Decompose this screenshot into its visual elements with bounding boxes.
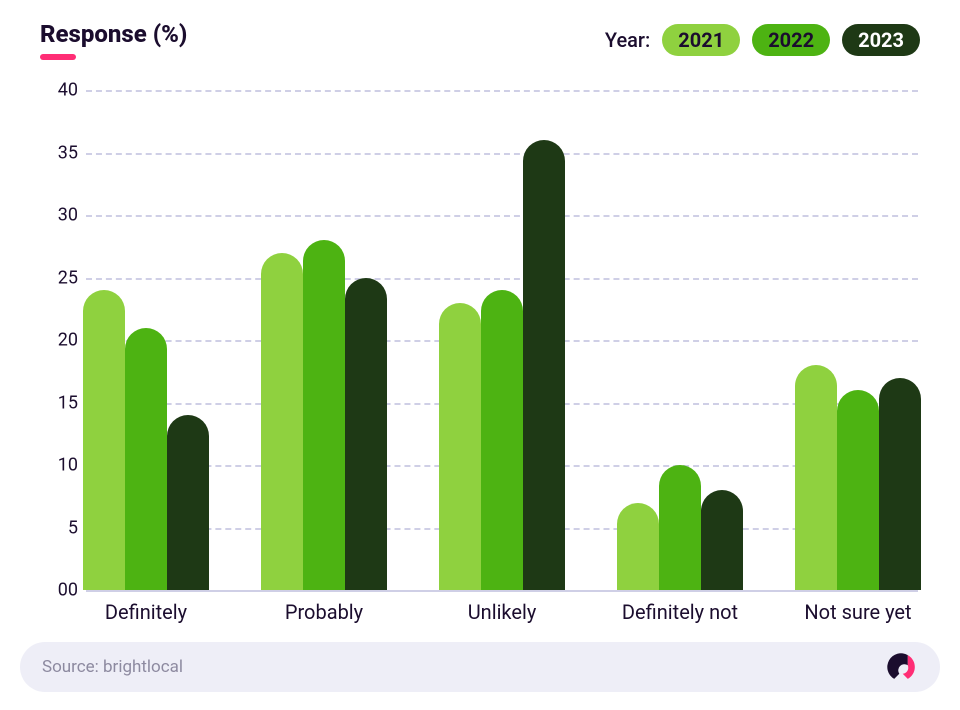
bar [701, 490, 743, 590]
bar [481, 290, 523, 590]
gridline [86, 90, 918, 92]
y-tick-label: 15 [42, 392, 78, 413]
bar [617, 503, 659, 591]
x-category-label: Probably [285, 600, 363, 624]
bar [261, 253, 303, 591]
gridline [86, 278, 918, 280]
title-accent [40, 54, 76, 60]
y-tick-label: 25 [42, 267, 78, 288]
y-tick-label: 5 [42, 517, 78, 538]
y-tick-label: 20 [42, 330, 78, 351]
bar [795, 365, 837, 590]
y-tick-label: 10 [42, 455, 78, 476]
footer-bar: Source: brightlocal [20, 642, 940, 692]
gridline [86, 215, 918, 217]
x-category-label: Definitely [105, 600, 187, 624]
x-category-label: Unlikely [468, 600, 537, 624]
chart-title: Response (%) [40, 20, 187, 48]
y-tick-label: 35 [42, 142, 78, 163]
x-category-label: Definitely not [622, 600, 738, 624]
title-block: Response (%) [40, 20, 187, 60]
bar [125, 328, 167, 591]
y-tick-label: 00 [42, 580, 78, 601]
brand-logo [884, 650, 918, 684]
x-axis-baseline [86, 590, 918, 592]
bar [303, 240, 345, 590]
gridline [86, 153, 918, 155]
legend: Year: 2021 2022 2023 [605, 24, 920, 56]
bar [167, 415, 209, 590]
bar [523, 140, 565, 590]
bar [837, 390, 879, 590]
bar [345, 278, 387, 591]
legend-head: Year: [605, 28, 650, 52]
y-tick-label: 40 [42, 80, 78, 101]
source-text: Source: brightlocal [42, 657, 183, 677]
legend-pill-2021: 2021 [662, 24, 740, 56]
x-category-label: Not sure yet [804, 600, 911, 624]
legend-pill-2023: 2023 [842, 24, 920, 56]
bar [83, 290, 125, 590]
y-tick-label: 30 [42, 205, 78, 226]
plot-area: 00510152025303540DefinitelyProbablyUnlik… [86, 90, 918, 590]
chart-container: Response (%) Year: 2021 2022 2023 005101… [0, 0, 960, 710]
chart-header: Response (%) Year: 2021 2022 2023 [40, 20, 920, 60]
bar [659, 465, 701, 590]
legend-pill-2022: 2022 [752, 24, 830, 56]
bar [879, 378, 921, 591]
bar [439, 303, 481, 591]
